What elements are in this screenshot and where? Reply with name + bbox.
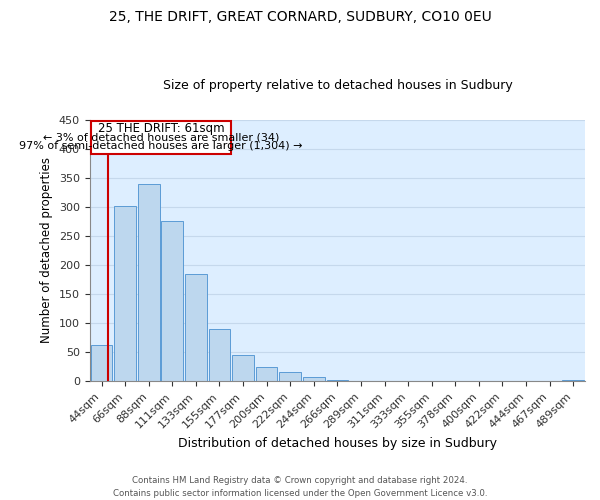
Bar — [209, 329, 230, 382]
X-axis label: Distribution of detached houses by size in Sudbury: Distribution of detached houses by size … — [178, 437, 497, 450]
Title: Size of property relative to detached houses in Sudbury: Size of property relative to detached ho… — [163, 79, 512, 92]
Bar — [185, 274, 207, 382]
Bar — [303, 378, 325, 382]
Bar — [91, 346, 112, 382]
Text: 25 THE DRIFT: 61sqm: 25 THE DRIFT: 61sqm — [98, 122, 224, 135]
Bar — [161, 222, 183, 382]
Bar — [138, 184, 160, 382]
Bar — [280, 372, 301, 382]
Y-axis label: Number of detached properties: Number of detached properties — [40, 158, 53, 344]
Bar — [350, 381, 372, 382]
FancyBboxPatch shape — [91, 120, 231, 154]
Bar — [374, 381, 395, 382]
Bar — [256, 368, 277, 382]
Bar — [232, 354, 254, 382]
Text: Contains HM Land Registry data © Crown copyright and database right 2024.
Contai: Contains HM Land Registry data © Crown c… — [113, 476, 487, 498]
Text: 97% of semi-detached houses are larger (1,304) →: 97% of semi-detached houses are larger (… — [19, 140, 303, 150]
Text: ← 3% of detached houses are smaller (34): ← 3% of detached houses are smaller (34) — [43, 132, 279, 142]
Bar — [114, 206, 136, 382]
Text: 25, THE DRIFT, GREAT CORNARD, SUDBURY, CO10 0EU: 25, THE DRIFT, GREAT CORNARD, SUDBURY, C… — [109, 10, 491, 24]
Bar — [562, 380, 584, 382]
Bar — [326, 380, 348, 382]
